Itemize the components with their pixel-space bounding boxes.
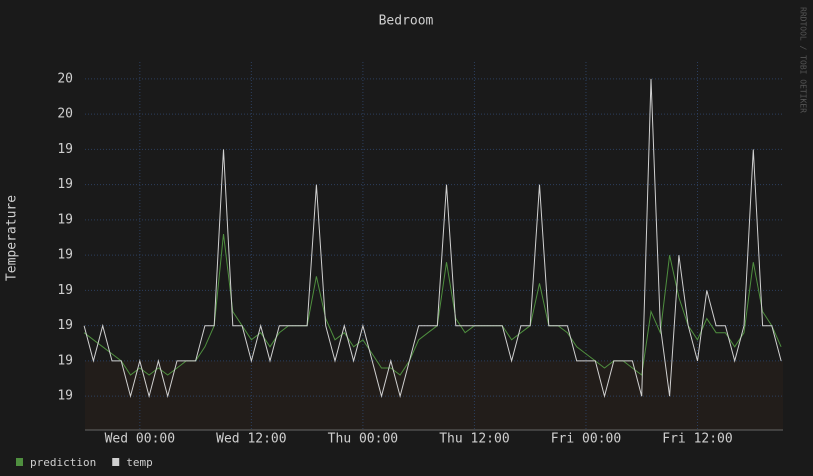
x-tick-label: Fri 00:00 <box>551 432 621 447</box>
y-axis-label: Temperature <box>5 195 20 281</box>
series-line <box>83 233 782 376</box>
y-tick-label: 19 <box>57 389 73 404</box>
legend-label: prediction <box>30 456 96 469</box>
y-tick-label: 20 <box>57 107 73 122</box>
x-tick-label: Wed 00:00 <box>105 432 175 447</box>
y-tick-label: 19 <box>57 248 73 263</box>
watermark: RRDTOOL / TOBI OETIKER <box>799 7 808 113</box>
y-tick-label: 19 <box>57 142 73 157</box>
legend-swatch <box>112 458 120 466</box>
chart-title: Bedroom <box>379 14 434 29</box>
legend-swatch <box>16 458 23 466</box>
series-line <box>83 78 782 399</box>
y-tick-label: 19 <box>57 318 73 333</box>
x-tick-label: Thu 12:00 <box>439 432 509 447</box>
x-tick-label: Thu 00:00 <box>328 432 398 447</box>
shaded-area <box>85 361 783 430</box>
y-tick-label: 19 <box>57 353 73 368</box>
y-tick-label: 19 <box>57 177 73 192</box>
y-tick-label: 20 <box>57 71 73 86</box>
legend-label: temp <box>126 456 153 469</box>
x-tick-label: Wed 12:00 <box>216 432 286 447</box>
x-tick-label: Fri 12:00 <box>662 432 732 447</box>
y-tick-label: 19 <box>57 283 73 298</box>
y-tick-label: 19 <box>57 212 73 227</box>
